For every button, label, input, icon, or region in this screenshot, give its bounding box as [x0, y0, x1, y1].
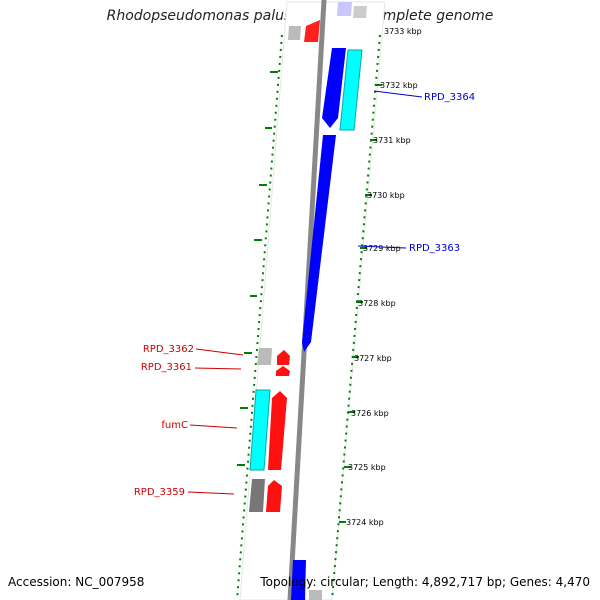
gene-RPD_3363-feature	[302, 135, 336, 352]
feature-bottom-blue	[291, 560, 306, 600]
topology-text: Topology: circular; Length: 4,892,717 bp…	[260, 575, 590, 589]
feature-top-grey-2	[353, 6, 367, 18]
tick-label: 3732 kbp	[380, 81, 418, 90]
rna-feature-left	[249, 389, 271, 471]
gene-fumC-feature	[268, 391, 287, 470]
rna-feature-top	[339, 49, 363, 131]
feature-top-blue	[337, 2, 352, 16]
accession-text: Accession: NC_007958	[8, 575, 145, 589]
feature-grey-left	[257, 348, 272, 365]
gene-RPD_3359-feature	[266, 480, 282, 512]
tick-label: 3727 kbp	[354, 354, 392, 363]
gene-label-RPD_3364[interactable]: RPD_3364	[424, 92, 475, 103]
tick-label: 3730 kbp	[367, 191, 405, 200]
gene-label-RPD_3362[interactable]: RPD_3362	[143, 344, 194, 355]
gene-RPD_3362-feature	[277, 350, 290, 365]
gene-label-RPD_3361[interactable]: RPD_3361	[141, 362, 192, 373]
tick-label: 3724 kbp	[346, 518, 384, 527]
gene-label-RPD_3359[interactable]: RPD_3359	[134, 487, 185, 498]
tick-label: 3733 kbp	[384, 27, 422, 36]
tick-label: 3729 kbp	[363, 244, 401, 253]
gene-label-RPD_3363[interactable]: RPD_3363	[409, 243, 460, 254]
gene-RPD_3364-feature	[322, 48, 346, 128]
tick-label: 3726 kbp	[351, 409, 389, 418]
feature-top-grey	[288, 26, 301, 40]
feature-dark-grey	[249, 479, 265, 512]
tick-label: 3731 kbp	[373, 136, 411, 145]
gene-RPD_3361-feature	[276, 366, 290, 376]
feature-top-red	[304, 20, 320, 42]
gene-label-fumC[interactable]: fumC	[161, 420, 188, 431]
tick-label: 3728 kbp	[358, 299, 396, 308]
tick-label: 3725 kbp	[348, 463, 386, 472]
feature-bottom-grey	[309, 590, 322, 600]
gc-tick-marks	[237, 71, 382, 523]
label-leaders	[187, 90, 423, 495]
